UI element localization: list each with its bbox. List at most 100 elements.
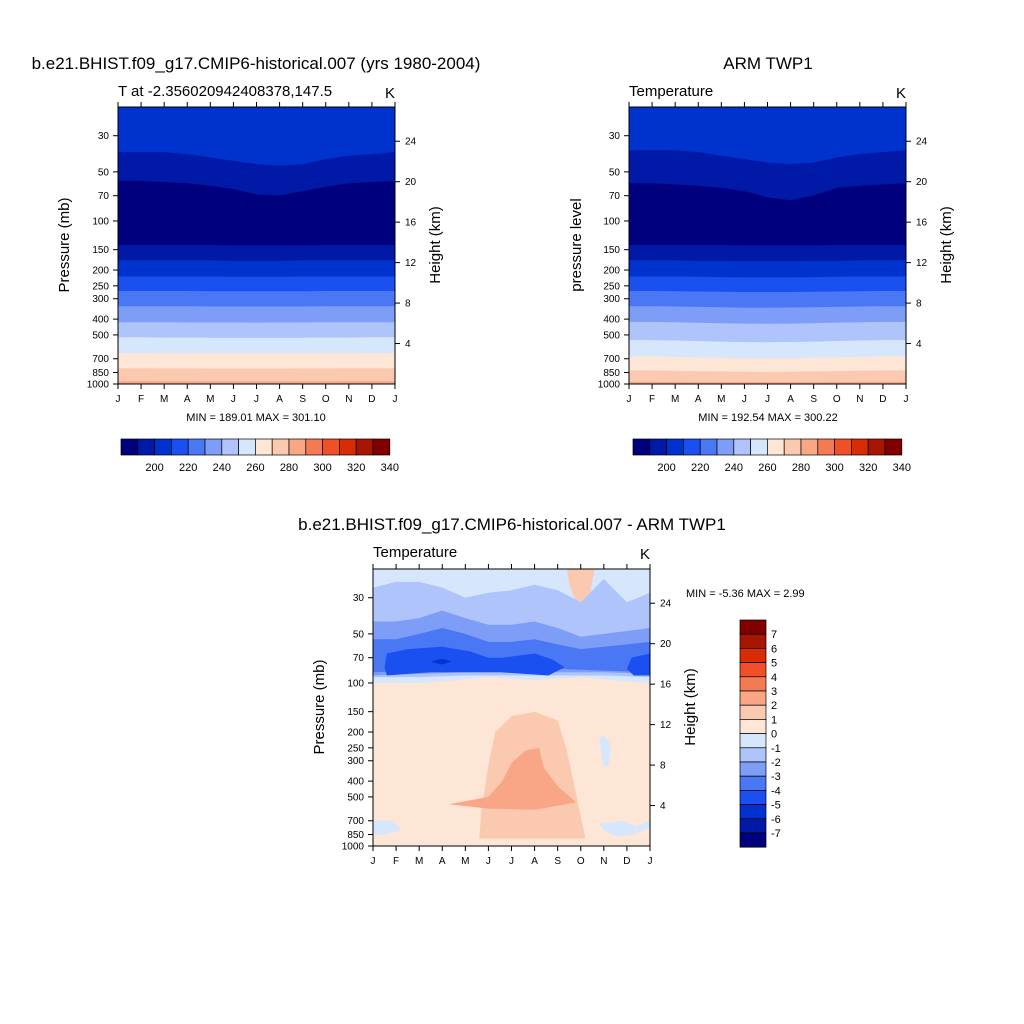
- temp-colorbar-model-label: 200: [145, 462, 163, 474]
- obs-xtick-label: A: [787, 394, 794, 405]
- diff-ytick-label: 200: [347, 728, 364, 739]
- diff-region-neg-low-b: [599, 820, 650, 837]
- diff-colorbar-swatch: [739, 662, 767, 678]
- diff-ytick-label: 100: [347, 678, 364, 689]
- diff-xtick-label: M: [461, 856, 469, 867]
- temp-colorbar-model-swatch: [255, 438, 273, 456]
- diff-ytick-label: 500: [347, 792, 364, 803]
- model-band-4: [117, 260, 396, 278]
- diff-ytick-label: 300: [347, 756, 364, 767]
- temp-colorbar-obs-swatch: [767, 438, 785, 456]
- obs-xtick-label: J: [765, 394, 770, 405]
- diff-colorbar-label: 1: [771, 714, 777, 726]
- diff-ytick-label: 30: [353, 593, 365, 604]
- diff-colorbar-swatch: [739, 619, 767, 635]
- diff-xtick-label: J: [648, 856, 653, 867]
- obs-ytick-label: 700: [603, 354, 620, 365]
- model-band-11: [117, 368, 396, 382]
- temp-colorbar-obs-swatch: [884, 438, 903, 456]
- model-ytick-label: 500: [92, 330, 109, 341]
- model-ylabel: Pressure (mb): [56, 197, 73, 292]
- model-y2tick-label: 4: [405, 339, 411, 350]
- temp-colorbar-obs-label: 200: [657, 462, 675, 474]
- obs-ytick-label: 70: [609, 191, 621, 202]
- temp-colorbar-model-swatch: [271, 438, 290, 456]
- obs-xtick-label: J: [904, 394, 909, 405]
- model-band-5: [117, 276, 396, 292]
- obs-ytick-label: 30: [609, 131, 621, 142]
- model-ytick-label: 400: [92, 315, 109, 326]
- diff-y2tick-label: 24: [660, 599, 672, 610]
- diff-y2tick-label: 20: [660, 639, 672, 650]
- model-xtick-label: J: [231, 394, 236, 405]
- temp-colorbar-model-label: 260: [246, 462, 264, 474]
- temp-colorbar-model-swatch: [238, 438, 256, 456]
- diff-xtick-label: J: [371, 856, 376, 867]
- obs-y2tick-label: 4: [916, 339, 922, 350]
- diff-colorbar-swatch: [739, 633, 767, 649]
- diff-units: K: [640, 546, 650, 563]
- model-band-7: [117, 306, 396, 324]
- temp-colorbar-obs-swatch: [851, 438, 869, 456]
- model-xtick-label: O: [322, 394, 330, 405]
- temp-colorbar-model-label: 300: [313, 462, 331, 474]
- obs-y2tick-label: 8: [916, 299, 922, 310]
- temp-colorbar-model-swatch: [288, 438, 307, 456]
- diff-colorbar-swatch: [739, 648, 767, 663]
- diff-y2tick-label: 4: [660, 801, 666, 812]
- obs-ytick-label: 200: [603, 266, 620, 277]
- diff-y2tick-label: 8: [660, 761, 666, 772]
- obs-band-3: [628, 245, 907, 262]
- diff-ytick-label: 150: [347, 707, 364, 718]
- model-ytick-label: 850: [92, 368, 109, 379]
- temp-colorbar-obs-swatch: [783, 438, 802, 456]
- diff-colorbar-swatch: [739, 775, 767, 791]
- diff-colorbar-swatch: [739, 804, 767, 820]
- model-xtick-label: D: [368, 394, 375, 405]
- diff-colorbar-label: -7: [771, 828, 781, 840]
- model-band-6: [117, 291, 396, 308]
- obs-ytick-label: 150: [603, 245, 620, 256]
- model-xtick-label: F: [138, 394, 144, 405]
- model-ytick-label: 150: [92, 245, 109, 256]
- model-y2tick-label: 8: [405, 299, 411, 310]
- model-ytick-label: 30: [98, 131, 110, 142]
- diff-y2tick-label: 12: [660, 720, 672, 731]
- temp-colorbar-model-swatch: [322, 438, 340, 456]
- diff-ylabel: Pressure (mb): [311, 659, 328, 754]
- diff-ytick-label: 400: [347, 777, 364, 788]
- diff-colorbar-swatch: [739, 832, 767, 848]
- temp-colorbar-obs-label: 260: [758, 462, 776, 474]
- diff-colorbar-swatch: [739, 719, 767, 734]
- diff-colorbar-swatch: [739, 733, 767, 749]
- model-ytick-label: 100: [92, 216, 109, 227]
- obs-xtick-label: M: [717, 394, 725, 405]
- obs-stats: MIN = 192.54 MAX = 300.22: [698, 412, 837, 424]
- diff-title: b.e21.BHIST.f09_g17.CMIP6-historical.007…: [298, 515, 726, 534]
- temp-colorbar-model-label: 240: [213, 462, 231, 474]
- model-y2tick-label: 12: [405, 258, 417, 269]
- temp-colorbar-model-swatch: [372, 438, 391, 456]
- model-y2tick-label: 24: [405, 137, 417, 148]
- diff-region-neg5: [430, 658, 452, 665]
- model-ytick-label: 70: [98, 191, 110, 202]
- temp-colorbar-obs-swatch: [750, 438, 768, 456]
- obs-xtick-label: O: [833, 394, 841, 405]
- obs-y2tick-label: 16: [916, 218, 928, 229]
- obs-xtick-label: M: [671, 394, 679, 405]
- diff-ytick-label: 700: [347, 816, 364, 827]
- temp-colorbar-model-swatch: [154, 438, 172, 456]
- obs-ytick-label: 50: [609, 167, 621, 178]
- model-ytick-label: 250: [92, 281, 109, 292]
- diff-ylabel-right: Height (km): [682, 668, 699, 746]
- temp-colorbar-obs-swatch: [817, 438, 835, 456]
- temp-colorbar-model-swatch: [204, 438, 223, 456]
- obs-band-9: [628, 340, 907, 359]
- model-band-10: [117, 353, 396, 370]
- obs-ytick-label: 1000: [598, 380, 621, 391]
- diff-colorbar-label: 6: [771, 643, 777, 655]
- model-band-3: [117, 245, 396, 262]
